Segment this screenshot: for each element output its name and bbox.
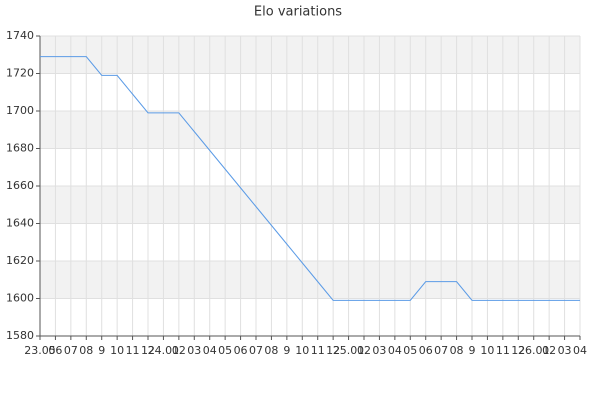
x-tick-label: 02 — [172, 344, 186, 357]
grid-band — [40, 111, 580, 149]
x-tick-label: 06 — [234, 344, 248, 357]
x-tick-label: 07 — [434, 344, 448, 357]
chart-title: Elo variations — [254, 5, 342, 20]
x-tick-label: 05 — [403, 344, 417, 357]
x-tick-label: 12 — [511, 344, 525, 357]
x-tick-label: 08 — [450, 344, 464, 357]
x-tick-label: 24.01 — [148, 344, 180, 357]
x-tick-label: 03 — [372, 344, 386, 357]
y-tick-label: 1640 — [6, 217, 34, 230]
x-tick-label: 11 — [496, 344, 510, 357]
y-tick-label: 1720 — [6, 67, 34, 80]
y-tick-label: 1620 — [6, 254, 34, 267]
x-tick-label: 02 — [357, 344, 371, 357]
x-tick-label: 23.05 — [24, 344, 56, 357]
x-tick-label: 08 — [79, 344, 93, 357]
x-tick-label: 10 — [110, 344, 124, 357]
x-tick-label: 04 — [203, 344, 217, 357]
x-tick-label: 04 — [573, 344, 587, 357]
x-tick-label: 11 — [311, 344, 325, 357]
y-tick-label: 1660 — [6, 179, 34, 192]
grid-band — [40, 36, 580, 74]
y-tick-label: 1680 — [6, 142, 34, 155]
x-tick-label: 03 — [187, 344, 201, 357]
x-tick-label: 06 — [419, 344, 433, 357]
x-tick-label: 9 — [98, 344, 105, 357]
x-tick-label: 06 — [48, 344, 62, 357]
y-tick-label: 1580 — [6, 329, 34, 342]
x-tick-label: 9 — [469, 344, 476, 357]
x-tick-label: 05 — [218, 344, 232, 357]
grid-band — [40, 186, 580, 224]
y-tick-label: 1600 — [6, 292, 34, 305]
grid-band — [40, 261, 580, 299]
x-tick-label: 10 — [480, 344, 494, 357]
x-tick-label: 12 — [326, 344, 340, 357]
y-tick-label: 1740 — [6, 29, 34, 42]
x-tick-label: 25.01 — [333, 344, 365, 357]
x-tick-label: 26.01 — [518, 344, 550, 357]
y-tick-label: 1700 — [6, 104, 34, 117]
x-tick-label: 02 — [542, 344, 556, 357]
x-tick-label: 07 — [249, 344, 263, 357]
x-tick-label: 07 — [64, 344, 78, 357]
x-tick-label: 9 — [283, 344, 290, 357]
x-tick-label: 10 — [295, 344, 309, 357]
x-tick-label: 11 — [126, 344, 140, 357]
line — [40, 56, 580, 301]
x-tick-label: 04 — [388, 344, 402, 357]
x-tick-label: 03 — [558, 344, 572, 357]
x-tick-label: 12 — [141, 344, 155, 357]
x-tick-label: 08 — [264, 344, 278, 357]
